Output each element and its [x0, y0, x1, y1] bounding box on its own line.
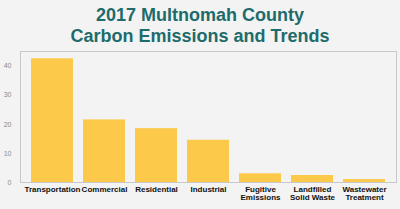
svg-text:Commercial: Commercial: [82, 185, 128, 194]
svg-text:Residential: Residential: [135, 185, 178, 194]
svg-text:10: 10: [4, 150, 12, 157]
svg-text:WastewaterTreatment: WastewaterTreatment: [342, 185, 386, 202]
svg-text:LandfilledSolid Waste: LandfilledSolid Waste: [290, 185, 336, 202]
svg-text:FugitiveEmissions: FugitiveEmissions: [240, 185, 281, 202]
svg-text:0: 0: [8, 179, 12, 186]
svg-text:20: 20: [4, 121, 12, 128]
svg-text:Transportation: Transportation: [24, 185, 80, 194]
svg-text:30: 30: [4, 91, 12, 98]
svg-text:Industrial: Industrial: [190, 185, 226, 194]
svg-text:40: 40: [4, 62, 12, 69]
html-text:2017 Multnomah County Carbon E: 2017 Multnomah County Carbon Emissions a…: [70, 5, 330, 46]
